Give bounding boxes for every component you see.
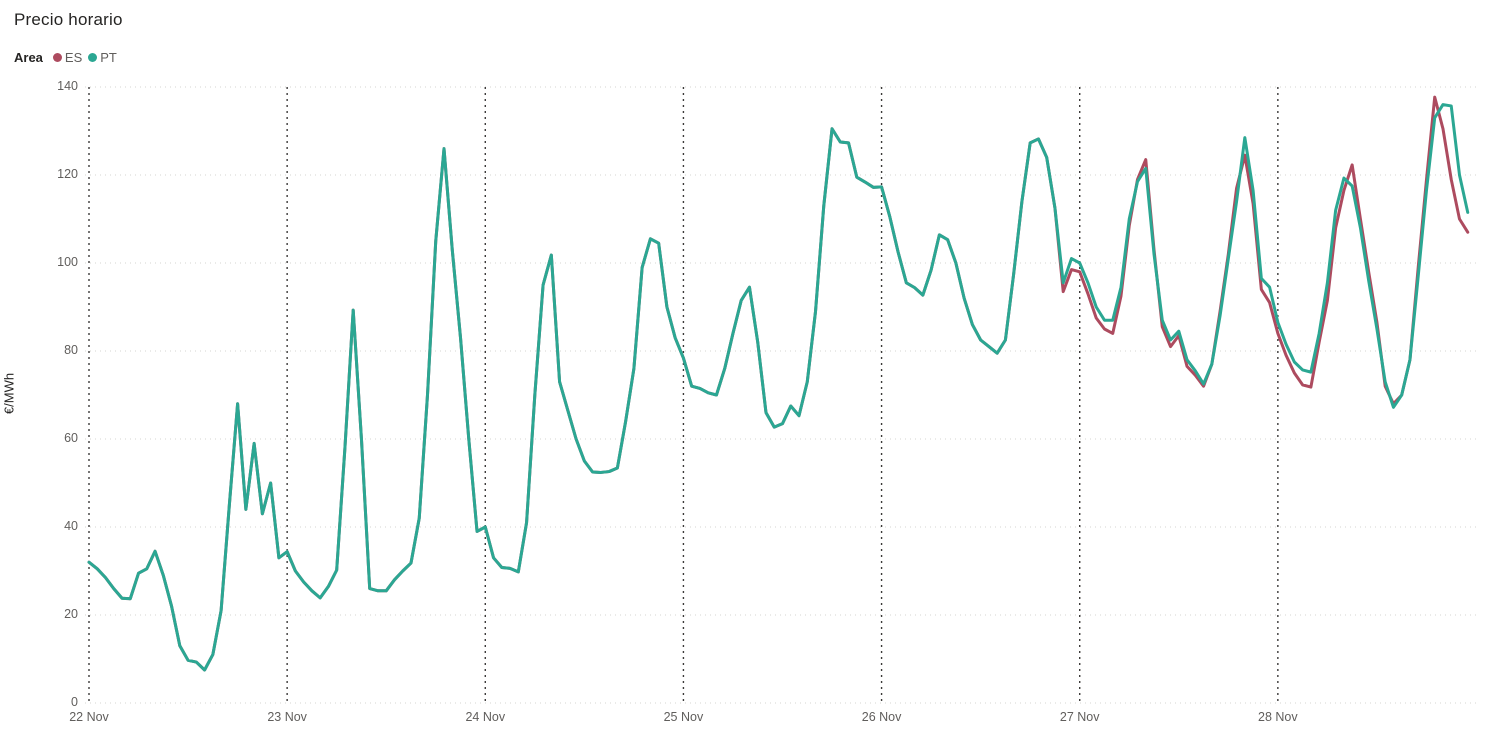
series-line-pt[interactable] <box>87 103 1470 672</box>
x-axis-tick-label: 24 Nov <box>465 710 506 724</box>
chart-title: Precio horario <box>14 10 123 29</box>
y-axis-tick-label: 60 <box>64 431 78 445</box>
y-axis-tick-label: 80 <box>64 343 78 357</box>
x-axis-tick-label: 26 Nov <box>861 710 902 724</box>
legend-dot-es-icon <box>52 53 62 62</box>
legend-item-pt[interactable]: PT <box>88 50 117 65</box>
legend-dot-pt-icon <box>88 53 98 62</box>
y-axis-tick-label: 120 <box>57 167 78 181</box>
chart-legend: Area ES PT <box>14 50 117 65</box>
x-axis-tick-label: 25 Nov <box>663 710 704 724</box>
x-axis-tick-label: 28 Nov <box>1258 710 1298 724</box>
y-axis-tick-label: 20 <box>64 607 78 621</box>
legend-title: Area <box>14 50 43 65</box>
x-axis-tick-label: 27 Nov <box>1059 710 1100 724</box>
y-axis-tick-label: 100 <box>57 255 78 269</box>
legend-item-es-label: ES <box>64 50 83 65</box>
x-axis-tick-label: 23 Nov <box>267 710 307 724</box>
y-axis-tick-label: 0 <box>71 695 78 709</box>
series-line-es[interactable] <box>87 95 1470 672</box>
legend-item-pt-label: PT <box>100 50 117 65</box>
legend-item-es[interactable]: ES <box>52 50 83 65</box>
y-axis-tick-label: 40 <box>64 519 78 533</box>
x-axis-tick-label: 22 Nov <box>69 710 109 724</box>
y-axis-tick-label: 140 <box>57 79 78 93</box>
